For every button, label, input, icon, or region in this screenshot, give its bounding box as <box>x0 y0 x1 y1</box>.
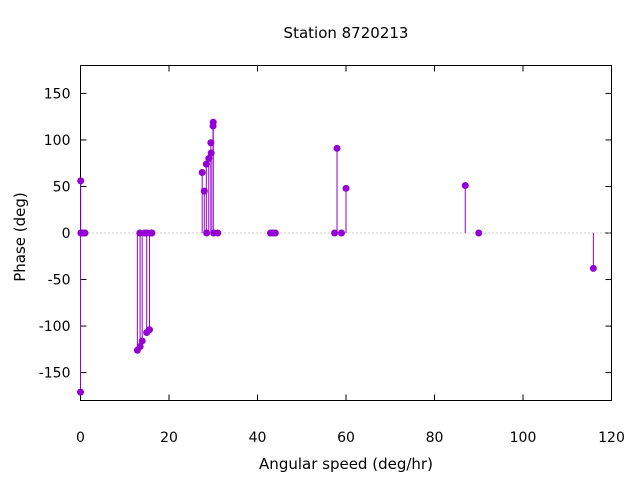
y-tick-label: 50 <box>53 179 71 195</box>
x-tick-label: 100 <box>510 430 537 446</box>
x-tick-label: 20 <box>160 430 178 446</box>
data-point <box>148 229 156 237</box>
x-tick-label: 120 <box>598 430 625 446</box>
data-point <box>77 177 85 185</box>
y-tick-label: -100 <box>39 319 71 335</box>
data-point <box>209 118 217 126</box>
data-point <box>342 184 350 192</box>
data-point <box>461 182 469 190</box>
data-point <box>77 388 84 396</box>
x-axis-label: Angular speed (deg/hr) <box>259 455 433 473</box>
phase-series <box>77 118 597 396</box>
data-point <box>145 326 153 334</box>
data-point <box>214 229 222 237</box>
x-tick-label: 0 <box>76 430 85 446</box>
y-axis-label: Phase (deg) <box>11 192 29 282</box>
y-tick-label: -50 <box>48 273 71 289</box>
data-point <box>475 229 483 237</box>
data-point <box>81 229 89 237</box>
data-point <box>331 229 339 237</box>
plot-area: 0 20 40 60 80 100 120 -150 -100 -50 0 50 100 150 <box>39 65 625 446</box>
data-point <box>202 160 210 168</box>
data-point <box>138 337 146 345</box>
data-point <box>271 229 279 237</box>
x-axis-ticks: 0 20 40 60 80 100 120 <box>76 65 625 446</box>
y-tick-label: 150 <box>44 86 71 102</box>
data-point <box>198 169 206 177</box>
chart-title: Station 8720213 <box>284 24 409 42</box>
data-point <box>589 264 597 272</box>
data-point <box>337 229 345 237</box>
data-point <box>333 144 341 152</box>
y-tick-label: 100 <box>44 133 71 149</box>
y-tick-label: 0 <box>62 226 71 242</box>
data-point <box>136 343 144 351</box>
x-tick-label: 80 <box>426 430 444 446</box>
x-tick-label: 60 <box>337 430 355 446</box>
x-tick-label: 40 <box>249 430 267 446</box>
y-tick-label: -150 <box>39 366 71 382</box>
y-axis-ticks: -150 -100 -50 0 50 100 150 <box>39 86 612 382</box>
